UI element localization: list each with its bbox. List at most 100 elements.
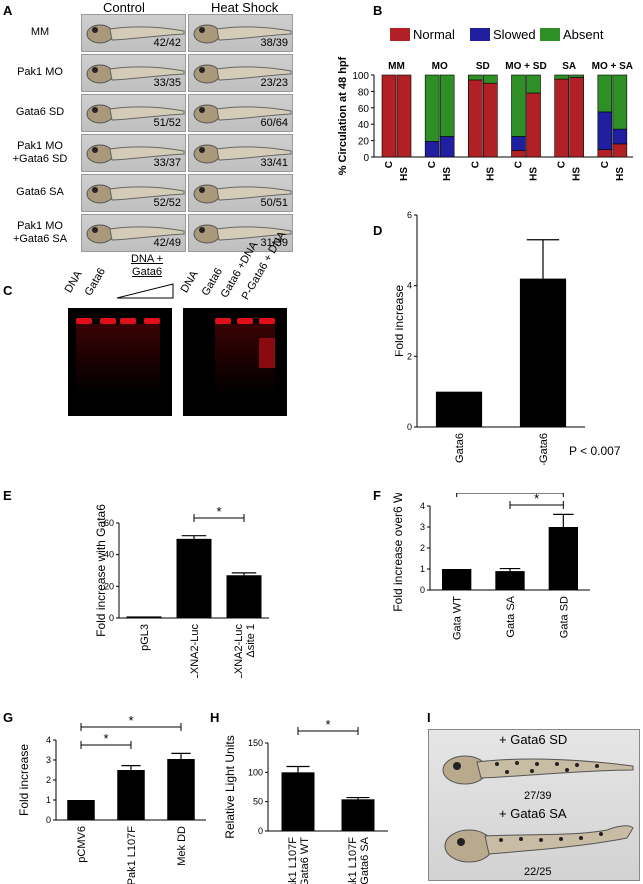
stacked-bar-segment [424, 74, 440, 142]
embryo-count: 42/42 [153, 37, 181, 49]
embryo-image-heat-shock: 50/51 [188, 174, 293, 212]
panel-h-letter: H [210, 710, 220, 725]
y-tick-label: 0 [407, 422, 412, 432]
x-tick-label: C [384, 161, 395, 168]
panel-i-image: + Gata6 SD 27/39 + Gata6 SA 22/25 [428, 729, 640, 881]
x-tick-label: Pak1 L107F [287, 837, 299, 884]
x-tick-label: HS [485, 167, 496, 181]
bar [67, 800, 95, 820]
group-label: MO + SA [592, 61, 633, 72]
y-axis-label: % Circulation at 48 hpf [337, 56, 349, 175]
y-tick-label: 2 [407, 351, 412, 361]
stacked-bar-segment [483, 82, 498, 158]
embryo-icon [86, 24, 185, 44]
y-tick-label: 4 [420, 501, 425, 511]
stacked-bar-segment [597, 74, 613, 113]
y-tick-label: 2 [46, 775, 51, 785]
x-tick-label: HS [572, 167, 583, 181]
y-axis-label: Fold increase [395, 285, 406, 357]
embryo-count: 33/41 [260, 157, 288, 169]
y-axis-label: Relative Light Units [223, 735, 237, 838]
x-tick-label: C [470, 161, 481, 168]
embryo-count: 23/23 [260, 77, 288, 89]
embryo-count: 42/49 [153, 237, 181, 249]
legend-swatch [390, 28, 410, 41]
y-tick-label: 40 [104, 550, 114, 560]
embryo-image-control: 42/49 [81, 214, 186, 252]
y-tick-label: 20 [104, 581, 114, 591]
x-tick-label: C [557, 161, 568, 168]
significance-star: * [216, 504, 221, 519]
stacked-bar-segment [381, 74, 397, 158]
panel-e-letter: E [3, 488, 12, 503]
panel-a-letter: A [3, 3, 13, 18]
stacked-bar-segment [526, 74, 541, 94]
group-label: MM [388, 61, 405, 72]
embryo-icon [86, 224, 185, 244]
embryo-count: 52/52 [153, 197, 181, 209]
embryo-count: 60/64 [260, 117, 288, 129]
stacked-bar-segment [554, 74, 569, 80]
y-tick-label: 3 [46, 755, 51, 765]
bar [167, 759, 195, 820]
gel1-bracket-label: DNA + Gata6 [130, 253, 164, 278]
x-tick-label: Gata SA [505, 595, 517, 637]
significance-star: * [103, 731, 108, 746]
embryo-image-control: 42/42 [81, 14, 186, 52]
bar [519, 278, 567, 427]
y-tick-label: 0 [46, 815, 51, 825]
panel-i-letter: I [427, 710, 431, 725]
y-tick-label: 40 [358, 120, 370, 131]
embryo-count: 33/37 [153, 157, 181, 169]
y-axis-label: Fold increase [17, 744, 31, 816]
x-tick-label: pCMV6 [76, 826, 88, 863]
stacked-bar-segment [511, 74, 526, 137]
panel-c-letter: C [3, 283, 13, 298]
embryo-image-heat-shock: 38/39 [188, 14, 293, 52]
stacked-bar-segment [424, 141, 440, 158]
embryo-image-control: 33/37 [81, 134, 186, 172]
embryo-icon [86, 144, 185, 164]
stacked-bar-segment [597, 111, 613, 150]
stacked-bar-segment [612, 128, 628, 145]
embryo-count: 38/39 [260, 37, 288, 49]
bar [442, 569, 472, 590]
x-tick-label: HS [399, 167, 410, 181]
panel-i-label-sd: + Gata6 SD [499, 732, 568, 747]
group-label: SD [476, 61, 490, 72]
embryo-icon [86, 184, 185, 204]
y-tick-label: 60 [358, 104, 370, 115]
p-value-annotation: P < 0.007 [569, 444, 621, 458]
embryo-count: 33/35 [153, 77, 181, 89]
x-tick-label: HS [615, 167, 626, 181]
x-tick-label: Pak1 L107F [126, 826, 138, 884]
stacked-bar-segment [554, 78, 569, 158]
x-tick-label: pLXNA2-Luc [233, 624, 245, 678]
y-tick-label: 80 [358, 87, 370, 98]
col-header-control: Control [103, 0, 145, 15]
stacked-bar-segment [511, 136, 526, 151]
col-header-heat-shock: Heat Shock [211, 0, 279, 15]
bar [226, 575, 262, 618]
stacked-bar-segment [526, 92, 541, 158]
embryo-count: 31/39 [260, 237, 288, 249]
embryo-image-heat-shock: 33/41 [188, 134, 293, 172]
bar [435, 391, 483, 427]
legend-swatch [470, 28, 490, 41]
stacked-bar-segment [569, 77, 584, 158]
stacked-bar-segment [612, 143, 628, 158]
y-tick-label: 20 [358, 137, 370, 148]
embryo-image-heat-shock: 31/39 [188, 214, 293, 252]
y-tick-label: 0 [258, 826, 263, 836]
x-tick-label: P-Gata6 [538, 433, 550, 465]
stacked-bar-segment [483, 74, 498, 84]
stacked-bar-segment [511, 150, 526, 158]
embryo-count: 51/52 [153, 117, 181, 129]
row-label: Gata6 SA [16, 186, 64, 198]
y-tick-label: 0 [109, 613, 114, 623]
bar [117, 770, 145, 820]
x-tick-label: pLXNA2-Luc [189, 624, 201, 678]
panel-f-letter: F [373, 488, 381, 503]
